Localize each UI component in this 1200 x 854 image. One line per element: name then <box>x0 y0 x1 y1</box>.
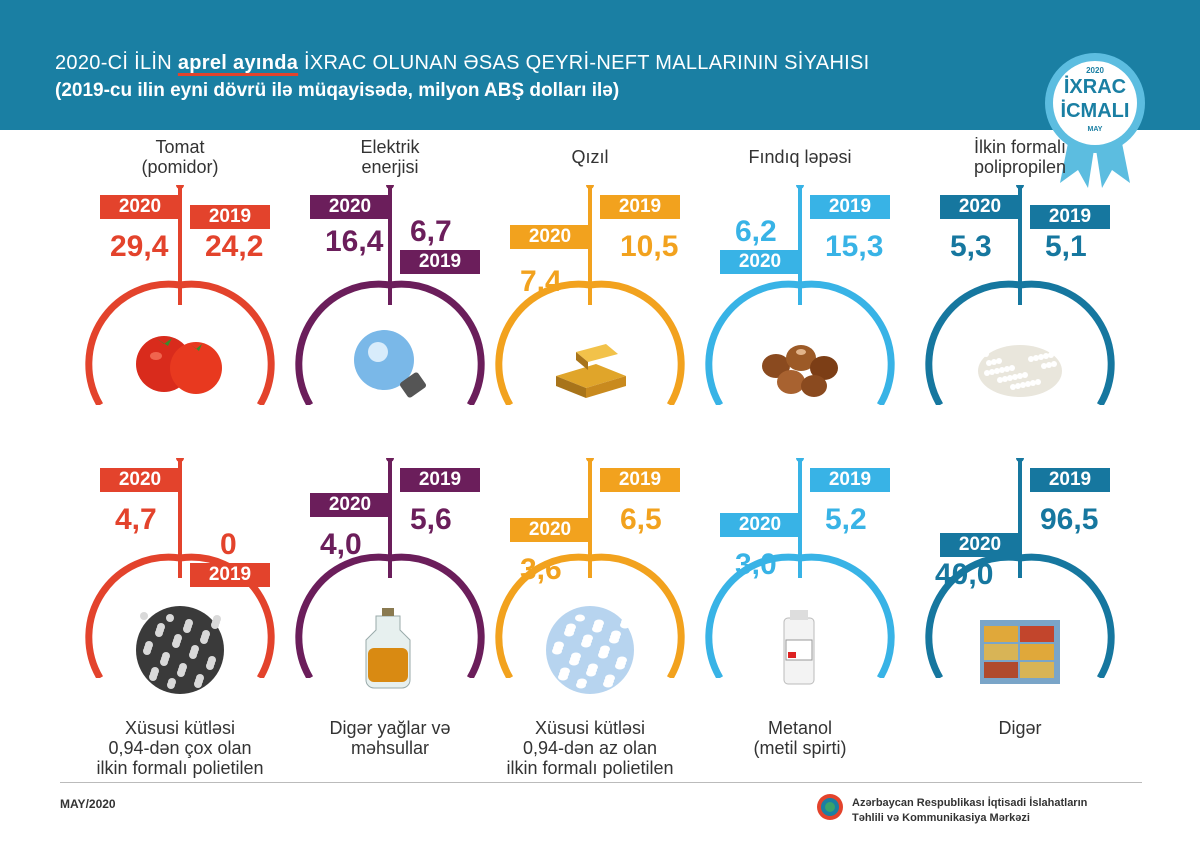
value-2020: 4,0 <box>320 528 362 561</box>
label-2020: 2020 <box>100 195 180 219</box>
page-subtitle: (2019-cu ilin eyni dövrü ilə müqayisədə,… <box>55 80 620 101</box>
containers-icon <box>966 596 1074 704</box>
value-2019: 0 <box>220 528 237 561</box>
label-2020: 2020 <box>720 513 800 537</box>
connector-arc <box>85 185 275 405</box>
connector-arc <box>925 458 1115 678</box>
connector-arc <box>85 458 275 678</box>
label-2020: 2020 <box>310 493 390 517</box>
value-2020: 29,4 <box>110 230 169 263</box>
label-2019: 2019 <box>810 468 890 492</box>
gold-bars-icon <box>536 316 644 424</box>
label-2019: 2019 <box>400 250 480 274</box>
connector-arc <box>295 185 485 405</box>
label-2019: 2019 <box>1030 468 1110 492</box>
value-2020: 3,0 <box>735 548 777 581</box>
value-2019: 15,3 <box>825 230 884 263</box>
badge-month: MAY <box>1087 126 1103 133</box>
label-2019: 2019 <box>190 563 270 587</box>
polyethylene-icon <box>126 596 234 704</box>
label-2019: 2019 <box>810 195 890 219</box>
footer-organization: Azərbaycan Respublikası İqtisadi İslahat… <box>852 797 1088 824</box>
connector-arc <box>295 458 485 678</box>
value-2019: 96,5 <box>1040 503 1099 536</box>
value-2020: 7,4 <box>520 265 562 298</box>
methanol-bottle-icon <box>746 596 854 704</box>
oil-jug-icon <box>336 596 444 704</box>
header-banner: 2020-Cİ İLİN aprel ayında İXRAC OLUNAN Ə… <box>0 0 1200 130</box>
value-2019: 5,6 <box>410 503 452 536</box>
pellets-icon <box>536 596 644 704</box>
export-review-badge: 2020 İXRAC İCMALI MAY <box>1040 48 1150 188</box>
item-name: Digər yağlar və məhsullar <box>329 718 451 758</box>
badge-line1: İXRAC <box>1063 76 1127 98</box>
label-2020: 2020 <box>310 195 390 219</box>
value-2019: 10,5 <box>620 230 679 263</box>
label-2020: 2020 <box>720 250 800 274</box>
emblem-icon <box>817 794 843 820</box>
item-name: İlkin formalı polipropilen <box>973 137 1067 177</box>
title-highlight: aprel ayında <box>177 52 299 74</box>
value-2020: 16,4 <box>325 225 384 258</box>
connector-arc <box>705 458 895 678</box>
label-2019: 2019 <box>400 468 480 492</box>
label-2020: 2020 <box>510 518 590 542</box>
value-2020: 4,7 <box>115 503 157 536</box>
hazelnut-icon <box>746 316 854 424</box>
value-2019: 24,2 <box>205 230 264 263</box>
item-name: Fındıq ləpəsi <box>748 147 852 167</box>
connector-arc <box>705 185 895 405</box>
value-2019: 5,1 <box>1045 230 1087 263</box>
value-2020: 40,0 <box>935 558 994 591</box>
label-2019: 2019 <box>1030 205 1110 229</box>
label-2020: 2020 <box>940 195 1020 219</box>
page-title: 2020-Cİ İLİN aprel ayında İXRAC OLUNAN Ə… <box>55 52 870 74</box>
value-2019: 6,7 <box>410 215 452 248</box>
value-2019: 6,5 <box>620 503 662 536</box>
connector-arc <box>925 185 1115 405</box>
value-2020: 5,3 <box>950 230 992 263</box>
value-2019: 5,2 <box>825 503 867 536</box>
item-name: Tomat (pomidor) <box>141 137 219 177</box>
value-2020: 6,2 <box>735 215 777 248</box>
item-name: Xüsusi kütləsi 0,94-dən çox olan ilkin for… <box>96 718 264 778</box>
badge-year: 2020 <box>1086 66 1104 75</box>
label-2019: 2019 <box>600 195 680 219</box>
connector-arc <box>495 458 685 678</box>
footer-divider <box>60 782 1142 783</box>
item-name: Metanol (metil spirti) <box>753 718 847 758</box>
item-name: Digər <box>998 718 1042 738</box>
footer-date: MAY/2020 <box>60 797 116 811</box>
granules-icon <box>966 316 1074 424</box>
label-2020: 2020 <box>510 225 590 249</box>
badge-line2: İCMALI <box>1060 100 1130 122</box>
connector-arc <box>495 185 685 405</box>
item-name: Xüsusi kütləsi 0,94-dən az olan ilkin form… <box>506 718 674 778</box>
item-name: Qızıl <box>571 147 609 167</box>
rosette-icon <box>1045 53 1145 188</box>
tomato-icon <box>126 316 234 424</box>
label-2019: 2019 <box>190 205 270 229</box>
value-2020: 3,6 <box>520 553 562 586</box>
label-2020: 2020 <box>100 468 180 492</box>
label-2020: 2020 <box>940 533 1020 557</box>
item-name: Elektrik enerjisi <box>360 137 420 177</box>
lightbulb-icon <box>336 316 444 424</box>
label-2019: 2019 <box>600 468 680 492</box>
